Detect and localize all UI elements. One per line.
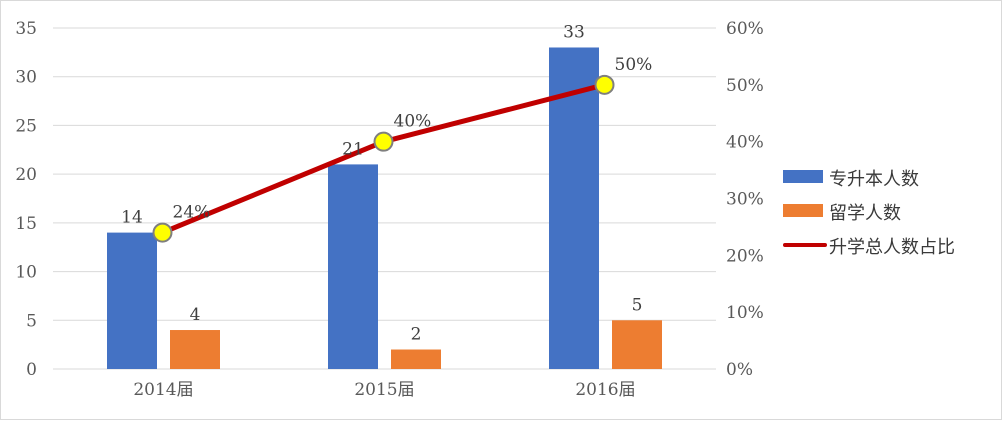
x-tick-label: 2016届: [575, 380, 635, 400]
left-tick-label: 0: [26, 360, 37, 380]
line-series: [152, 74, 615, 243]
bar-value-label: 2: [411, 325, 422, 345]
legend-label-abroad: 留学人数: [829, 203, 901, 224]
right-axis: 0% 10% 20% 30% 40% 50% 60%: [726, 19, 764, 380]
data-labels: 14 21 33 4 2 5 24% 40% 50%: [121, 22, 652, 344]
left-tick-label: 5: [26, 311, 37, 331]
left-tick-label: 15: [15, 214, 37, 234]
bar: [612, 320, 662, 369]
right-tick-label: 0%: [726, 360, 753, 380]
right-tick-label: 10%: [726, 303, 764, 323]
x-tick-label: 2015届: [354, 380, 414, 400]
right-tick-label: 30%: [726, 190, 764, 210]
left-tick-label: 20: [15, 165, 37, 185]
bar: [391, 349, 441, 369]
line-value-label: 24%: [173, 203, 211, 223]
legend-line-ratio: [783, 243, 827, 247]
bar: [170, 330, 220, 369]
right-tick-label: 20%: [726, 246, 764, 266]
bar-value-label: 4: [190, 305, 201, 325]
ratio-line: [160, 82, 607, 236]
left-tick-label: 35: [15, 19, 37, 39]
line-point: [152, 222, 173, 243]
bar-value-label: 21: [342, 139, 364, 159]
line-value-label: 40%: [394, 112, 432, 132]
right-tick-label: 50%: [726, 76, 764, 96]
bar-value-label: 5: [632, 295, 643, 315]
x-tick-label: 2014届: [133, 380, 193, 400]
bar: [107, 232, 157, 369]
legend-swatch-undergrad: [783, 170, 823, 183]
bar: [549, 47, 599, 369]
bar-value-label: 33: [563, 22, 585, 42]
left-tick-label: 25: [15, 116, 37, 136]
legend-label-undergrad: 专升本人数: [829, 169, 919, 190]
bar: [328, 164, 378, 369]
right-tick-label: 60%: [726, 19, 764, 39]
x-axis: 2014届 2015届 2016届: [133, 380, 635, 400]
bar-series: [107, 47, 662, 369]
line-point: [594, 74, 615, 95]
right-tick-label: 40%: [726, 133, 764, 153]
bar-value-label: 14: [121, 208, 143, 228]
line-point: [373, 131, 394, 152]
line-value-label: 50%: [615, 55, 653, 75]
legend-swatch-abroad: [783, 204, 823, 217]
legend-label-ratio: 升学总人数占比: [829, 237, 955, 258]
left-tick-label: 10: [15, 263, 37, 283]
left-axis: 0 5 10 15 20 25 30 35: [15, 19, 37, 380]
left-tick-label: 30: [15, 68, 37, 88]
